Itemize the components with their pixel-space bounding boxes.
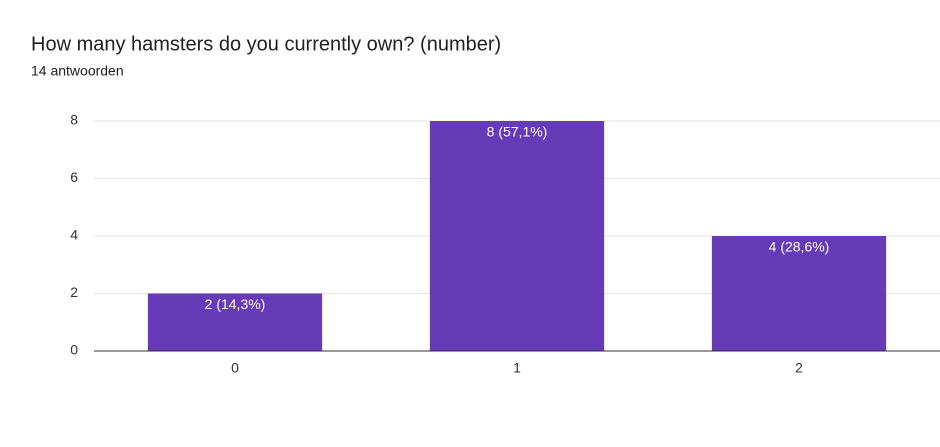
x-tick-label: 1 <box>513 360 521 376</box>
data-label: 2 (14,3%) <box>205 296 266 312</box>
bar <box>147 293 323 351</box>
bar <box>429 121 605 351</box>
chart-subtitle: 14 antwoorden <box>31 63 124 79</box>
x-tick-label: 0 <box>231 360 239 376</box>
y-tick-label: 4 <box>70 227 78 243</box>
y-tick-label: 0 <box>70 342 78 358</box>
data-label: 4 (28,6%) <box>769 239 830 255</box>
x-tick-label: 2 <box>795 360 803 376</box>
bar <box>711 236 887 351</box>
y-tick-label: 8 <box>70 112 78 128</box>
y-tick-label: 2 <box>70 284 78 300</box>
y-tick-label: 6 <box>70 169 78 185</box>
chart-title: How many hamsters do you currently own? … <box>31 33 501 55</box>
data-label: 8 (57,1%) <box>487 124 548 140</box>
